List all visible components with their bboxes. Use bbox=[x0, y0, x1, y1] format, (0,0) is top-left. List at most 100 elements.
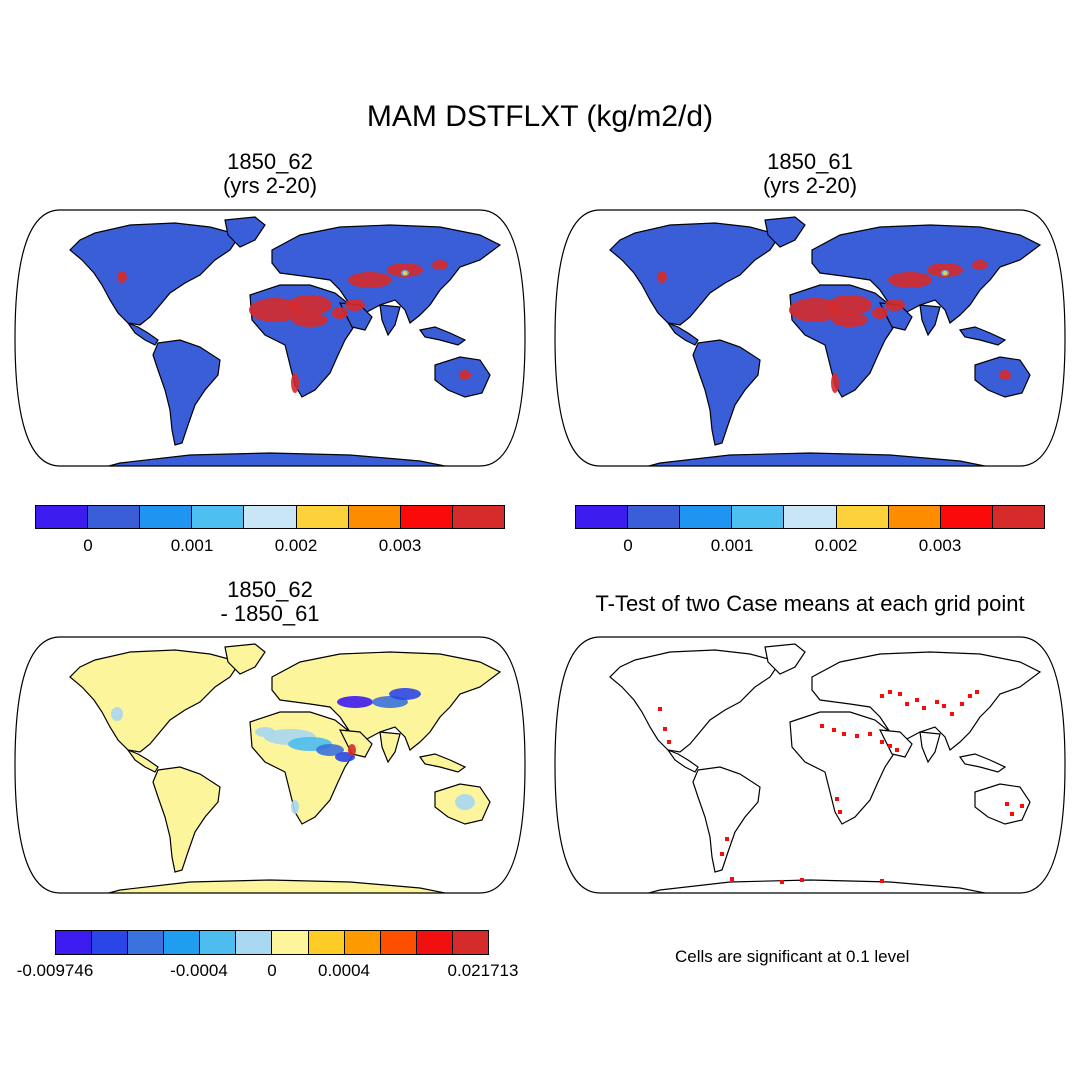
map-border bbox=[554, 636, 1066, 894]
significant-cell bbox=[1020, 804, 1024, 808]
cbar3-label-pos: 0.0004 bbox=[318, 961, 370, 980]
cbar1-swatch-6 bbox=[348, 506, 401, 528]
diff-anomaly-10 bbox=[291, 800, 299, 814]
cbar1-swatch-3 bbox=[192, 506, 245, 528]
dust-source-3 bbox=[885, 299, 905, 311]
dust-source-0 bbox=[789, 298, 841, 322]
continent-se-asia-islands bbox=[958, 753, 1007, 773]
continent-central-america bbox=[126, 748, 159, 773]
cbar1-label-2: 0.002 bbox=[274, 536, 318, 555]
cbar3-swatch-4 bbox=[200, 931, 237, 954]
dust-source-2 bbox=[872, 307, 888, 319]
colorbar-difference bbox=[55, 930, 489, 955]
cbar1-swatch-1 bbox=[88, 506, 141, 528]
cbar3-swatch-1 bbox=[92, 931, 129, 954]
land-layer bbox=[69, 216, 502, 466]
map-border bbox=[14, 209, 526, 467]
cbar2-label-3: 0.003 bbox=[918, 536, 962, 555]
diff-anomaly-0 bbox=[337, 696, 373, 708]
diff-anomaly-8 bbox=[111, 707, 123, 721]
significant-cell bbox=[667, 740, 671, 744]
continent-antarctica bbox=[644, 879, 991, 893]
cbar2-swatch-7 bbox=[940, 506, 993, 528]
continent-africa bbox=[789, 711, 896, 825]
panel2-title-line1: 1850_61 bbox=[767, 149, 853, 174]
main-title: MAM DSTFLXT (kg/m2/d) bbox=[366, 100, 714, 133]
cbar2-swatch-6 bbox=[888, 506, 941, 528]
map-ttest bbox=[554, 636, 1066, 894]
continent-north-america bbox=[69, 222, 241, 326]
land-layer bbox=[609, 643, 1042, 893]
cbar1-label-0: 0 bbox=[83, 536, 93, 555]
significant-cell bbox=[960, 702, 964, 706]
cbar1-swatch-5 bbox=[296, 506, 349, 528]
map-1850-62 bbox=[14, 209, 526, 467]
significant-cell bbox=[950, 712, 954, 716]
cbar1-label-3: 0.003 bbox=[378, 536, 422, 555]
cbar2-label-2: 0.002 bbox=[814, 536, 858, 555]
significant-cell bbox=[800, 878, 804, 882]
diff-anomaly-9 bbox=[455, 794, 475, 810]
dust-source-4 bbox=[888, 272, 932, 288]
dust-source-6 bbox=[972, 260, 988, 270]
continent-south-america bbox=[692, 339, 761, 446]
cbar2-swatch-8 bbox=[992, 506, 1044, 528]
continent-south-america bbox=[152, 766, 221, 873]
continent-arabia bbox=[878, 729, 913, 758]
continent-antarctica bbox=[104, 452, 451, 466]
dust-source-1 bbox=[828, 295, 872, 315]
continent-india bbox=[379, 304, 401, 337]
significant-cell bbox=[968, 694, 972, 698]
cbar1-swatch-8 bbox=[452, 506, 504, 528]
cbar1-swatch-0 bbox=[36, 506, 89, 528]
panel4-title-line1: T-Test of two Case means at each grid po… bbox=[595, 591, 1025, 616]
significant-cell bbox=[1010, 812, 1014, 816]
dust-source-core bbox=[403, 271, 407, 275]
dust-source-0 bbox=[249, 298, 301, 322]
cbar3-swatch-9 bbox=[380, 931, 417, 954]
diff-anomaly-5 bbox=[316, 744, 344, 756]
significant-cell bbox=[730, 877, 734, 881]
dust-source-4 bbox=[348, 272, 392, 288]
map-1850-61 bbox=[554, 209, 1066, 467]
significant-cell bbox=[835, 797, 839, 801]
continent-central-america bbox=[666, 748, 699, 773]
significant-cell bbox=[905, 702, 909, 706]
dust-source-9 bbox=[657, 271, 667, 283]
cbar3-swatch-7 bbox=[308, 931, 345, 954]
continent-greenland bbox=[224, 643, 266, 675]
panel3-title: 1850_62 - 1850_61 bbox=[120, 578, 420, 626]
dust-source-2 bbox=[332, 307, 348, 319]
dust-source-core bbox=[943, 271, 947, 275]
continent-india bbox=[919, 304, 941, 337]
cbar3-label-max: 0.021713 bbox=[447, 961, 519, 980]
dust-source-9 bbox=[117, 271, 127, 283]
continent-se-asia-islands bbox=[958, 326, 1007, 346]
dust-source-7 bbox=[832, 313, 868, 327]
continent-central-america bbox=[126, 321, 159, 346]
map-border bbox=[554, 209, 1066, 467]
significant-cell bbox=[880, 740, 884, 744]
continent-greenland bbox=[224, 216, 266, 248]
panel2-title-line2: (yrs 2-20) bbox=[762, 173, 858, 198]
cbar3-swatch-5 bbox=[236, 931, 273, 954]
significant-cell bbox=[880, 879, 884, 883]
significant-cell bbox=[855, 734, 859, 738]
significant-cell bbox=[880, 694, 884, 698]
significant-cell bbox=[725, 837, 729, 841]
dust-source-6 bbox=[432, 260, 448, 270]
cbar3-swatch-8 bbox=[344, 931, 381, 954]
dust-source-10 bbox=[459, 370, 471, 380]
cbar2-label-1: 0.001 bbox=[710, 536, 754, 555]
cbar2-swatch-2 bbox=[680, 506, 733, 528]
cbar3-label-min: -0.009746 bbox=[16, 961, 94, 980]
significant-cell bbox=[888, 690, 892, 694]
significant-cell bbox=[898, 692, 902, 696]
cbar1-label-1: 0.001 bbox=[170, 536, 214, 555]
significant-cell bbox=[832, 728, 836, 732]
significant-cell bbox=[888, 744, 892, 748]
cbar1-swatch-4 bbox=[244, 506, 297, 528]
continent-europe-asia bbox=[811, 651, 1042, 751]
land-layer bbox=[609, 216, 1042, 466]
continent-greenland bbox=[764, 643, 806, 675]
